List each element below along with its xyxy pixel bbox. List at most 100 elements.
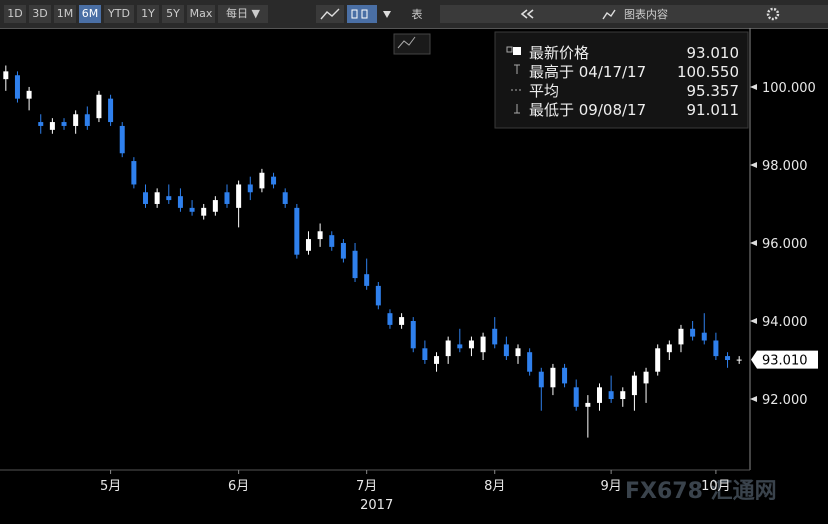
candle-body — [620, 391, 626, 400]
period-button[interactable]: YTD — [104, 5, 134, 23]
stat-label: 平均 — [529, 82, 559, 100]
candle-body — [538, 371, 544, 388]
candle-body — [201, 207, 207, 216]
panel-bar — [440, 5, 620, 23]
table-button[interactable]: 表 — [412, 7, 423, 21]
candle-body — [212, 200, 218, 212]
candle-body — [445, 340, 451, 357]
period-button[interactable]: 1M — [54, 5, 76, 23]
candle-body — [364, 274, 370, 286]
period-button[interactable]: 3D — [29, 5, 51, 23]
x-tick-label: 7月 — [356, 479, 377, 494]
period-button[interactable]: 每日 ▼ — [218, 5, 268, 23]
candle-body — [84, 114, 90, 126]
stats-icon — [514, 104, 520, 114]
period-button[interactable]: 1D — [4, 5, 26, 23]
stat-value: 95.357 — [687, 82, 740, 100]
stats-icon — [506, 46, 513, 53]
x-tick-label: 5月 — [100, 479, 121, 494]
candle-body — [49, 122, 55, 130]
candle-body — [271, 176, 277, 185]
candle-body — [457, 344, 463, 349]
stat-value: 93.010 — [687, 44, 740, 62]
candle-body — [713, 340, 719, 357]
stats-box — [494, 31, 749, 129]
candle-body — [492, 328, 498, 345]
candle-body — [73, 114, 79, 126]
candle-body — [573, 387, 579, 407]
candle-body — [550, 367, 556, 388]
y-tick-mark — [750, 161, 757, 168]
candle-body — [131, 161, 137, 185]
panel-bar — [620, 5, 828, 23]
candle-body — [143, 192, 149, 204]
candle-body — [480, 336, 486, 353]
candle-body — [562, 367, 568, 384]
mini-chart-icon — [397, 36, 416, 49]
candle-body — [527, 352, 533, 372]
candle-body — [631, 375, 637, 396]
period-button[interactable]: 1Y — [137, 5, 159, 23]
candle-body — [96, 94, 102, 119]
candle-body — [736, 359, 742, 361]
candle-body — [340, 242, 346, 259]
candle-body — [14, 75, 20, 99]
candle-body — [3, 71, 9, 80]
candle-body — [26, 90, 32, 99]
candle-body — [410, 320, 416, 349]
chart-content-button[interactable]: 图表内容 — [624, 7, 668, 21]
candle-body — [596, 387, 602, 403]
candle-body — [375, 285, 381, 306]
candle-body — [259, 172, 265, 189]
candle-body — [701, 332, 707, 341]
period-button[interactable]: 5Y — [162, 5, 184, 23]
period-button[interactable]: Max — [187, 5, 215, 23]
candle-body — [422, 348, 428, 360]
stat-value: 100.550 — [677, 63, 739, 81]
candle-body — [387, 313, 393, 325]
candle-body — [329, 235, 335, 247]
candle-body — [294, 207, 300, 255]
x-tick-label: 6月 — [228, 479, 249, 494]
collapse-icon[interactable] — [520, 9, 534, 19]
candle-icon-button — [347, 5, 377, 23]
candle-icon — [351, 9, 358, 19]
x-tick-label: 8月 — [484, 479, 505, 494]
line-icon-button — [316, 5, 344, 23]
candle-body — [678, 328, 684, 345]
y-tick-mark — [750, 239, 757, 246]
mini-chart-button[interactable] — [393, 33, 431, 55]
candle-body — [725, 356, 731, 360]
candle-body — [434, 356, 440, 364]
candle-body — [282, 192, 288, 204]
x-tick-label: 10月 — [701, 479, 731, 494]
period-button[interactable]: 6M — [79, 5, 101, 23]
candle-body — [468, 340, 474, 349]
y-tick-label: 94.000 — [762, 315, 808, 330]
y-tick-mark — [750, 317, 757, 324]
candle-body — [119, 125, 125, 154]
line-icon — [320, 8, 340, 20]
stat-label: 最新价格 — [529, 44, 589, 62]
candle-body — [305, 239, 311, 251]
candle-body — [690, 328, 696, 337]
y-tick-mark — [750, 396, 757, 403]
watermark: FX678 汇通网 — [625, 479, 777, 504]
candle-body — [108, 98, 114, 123]
chart-content-icon — [602, 9, 616, 20]
candle-body — [352, 250, 358, 279]
candle-icon — [361, 9, 368, 19]
stat-label: 最低于 09/08/17 — [529, 101, 646, 119]
candle-body — [189, 207, 195, 212]
candle-body — [643, 371, 649, 384]
x-year-label: 2017 — [360, 498, 393, 513]
candle-body — [154, 192, 160, 204]
candle-body — [399, 317, 405, 325]
candle-body — [166, 196, 172, 201]
stats-icon — [513, 47, 521, 55]
candle-body — [585, 402, 591, 407]
settings-icon[interactable] — [766, 7, 780, 21]
y-tick-mark — [750, 83, 757, 90]
candle-body — [177, 196, 183, 208]
